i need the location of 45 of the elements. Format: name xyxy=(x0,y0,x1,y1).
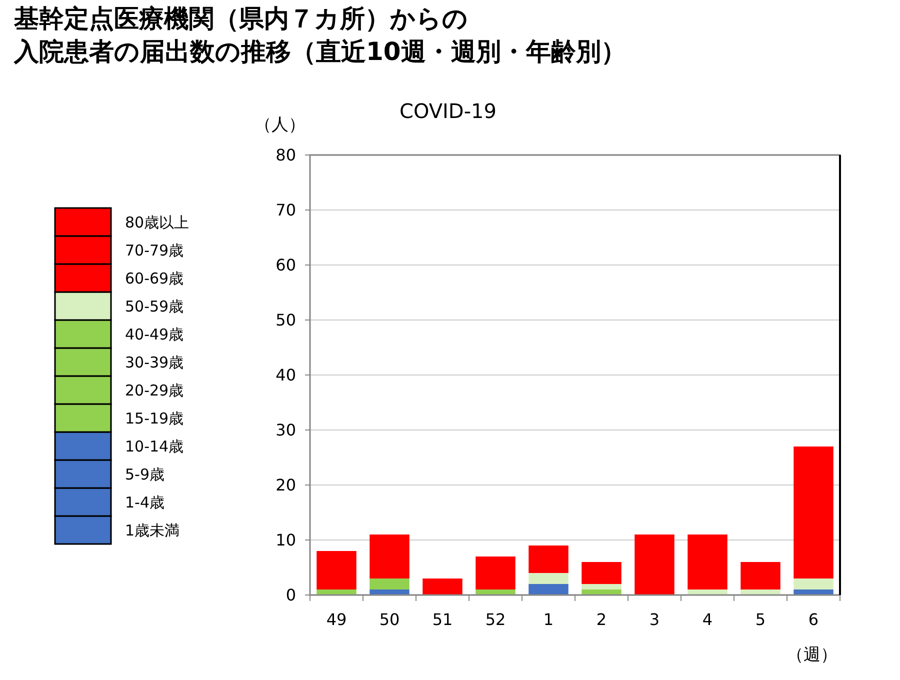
y-tick-label: 80 xyxy=(276,146,296,165)
bar xyxy=(794,578,834,590)
x-tick-label: 3 xyxy=(649,610,660,629)
legend-label: 5-9歳 xyxy=(125,465,164,484)
y-tick-label: 50 xyxy=(276,310,296,330)
y-tick-label: 10 xyxy=(276,530,296,550)
y-tick-label: 0 xyxy=(286,586,296,605)
bar xyxy=(476,590,516,595)
legend-label: 20-29歳 xyxy=(125,381,184,400)
y-tick-label: 60 xyxy=(276,256,296,275)
x-tick-label: 6 xyxy=(808,610,819,629)
x-tick-label: 1 xyxy=(543,610,554,629)
legend-label: 15-19歳 xyxy=(125,409,184,428)
y-axis-title: （人） xyxy=(254,115,306,135)
x-axis-title: （週） xyxy=(786,645,838,665)
legend-label: 50-59歳 xyxy=(125,297,184,316)
legend-label: 40-49歳 xyxy=(125,325,184,344)
x-tick-label: 2 xyxy=(596,610,607,629)
x-tick-label: 52 xyxy=(485,610,506,629)
legend-label: 80歳以上 xyxy=(125,213,190,232)
y-tick-label: 40 xyxy=(276,366,296,385)
x-tick-label: 5 xyxy=(755,610,766,629)
bar xyxy=(582,590,622,595)
chart-title: 基幹定点医療機関（県内７カ所）からの入院患者の届出数の推移（直近10週・週別・年齢別） xyxy=(13,4,626,66)
bar xyxy=(794,590,834,595)
legend-label: 30-39歳 xyxy=(125,353,184,372)
legend-label: 60-69歳 xyxy=(125,269,184,288)
legend-label: 1-4歳 xyxy=(125,493,164,512)
bar xyxy=(370,590,410,595)
y-tick-label: 30 xyxy=(276,420,296,440)
chart-subtitle: COVID-19 xyxy=(399,99,497,123)
x-tick-label: 50 xyxy=(379,610,400,629)
x-tick-label: 4 xyxy=(702,610,713,629)
bar xyxy=(582,584,622,590)
bar xyxy=(528,573,568,584)
x-tick-label: 49 xyxy=(326,610,347,629)
legend-label: 10-14歳 xyxy=(125,437,184,456)
x-tick-label: 51 xyxy=(432,610,453,629)
legend-label: 70-79歳 xyxy=(125,241,184,260)
bar xyxy=(740,590,780,595)
bar xyxy=(316,590,356,595)
legend-label: 1歳未満 xyxy=(125,521,180,540)
bar xyxy=(688,590,728,595)
y-tick-label: 70 xyxy=(276,200,296,220)
y-tick-label: 20 xyxy=(276,476,296,495)
